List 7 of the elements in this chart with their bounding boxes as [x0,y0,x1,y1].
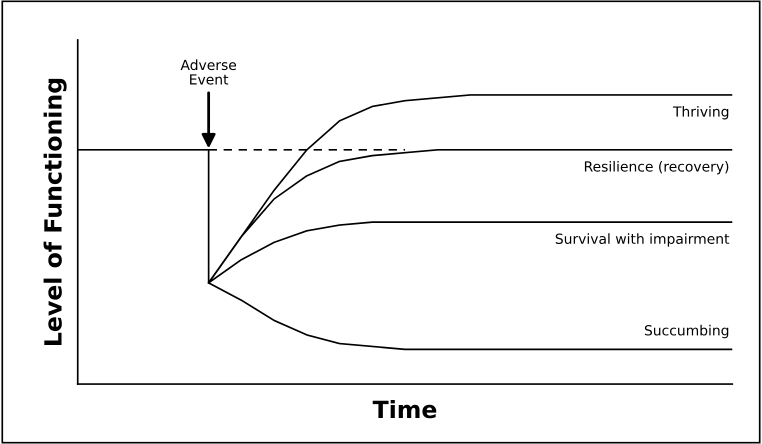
text: Adverse Event [180,59,236,85]
series-label: Succumbing [644,324,728,338]
series-label: Thriving [672,106,728,120]
series-label: Resilience (recovery) [584,160,728,174]
x-axis-title: Time [372,400,436,418]
series-label: Survival with impairment [556,233,730,247]
y-axis-title: Level of Functioning [44,78,67,345]
